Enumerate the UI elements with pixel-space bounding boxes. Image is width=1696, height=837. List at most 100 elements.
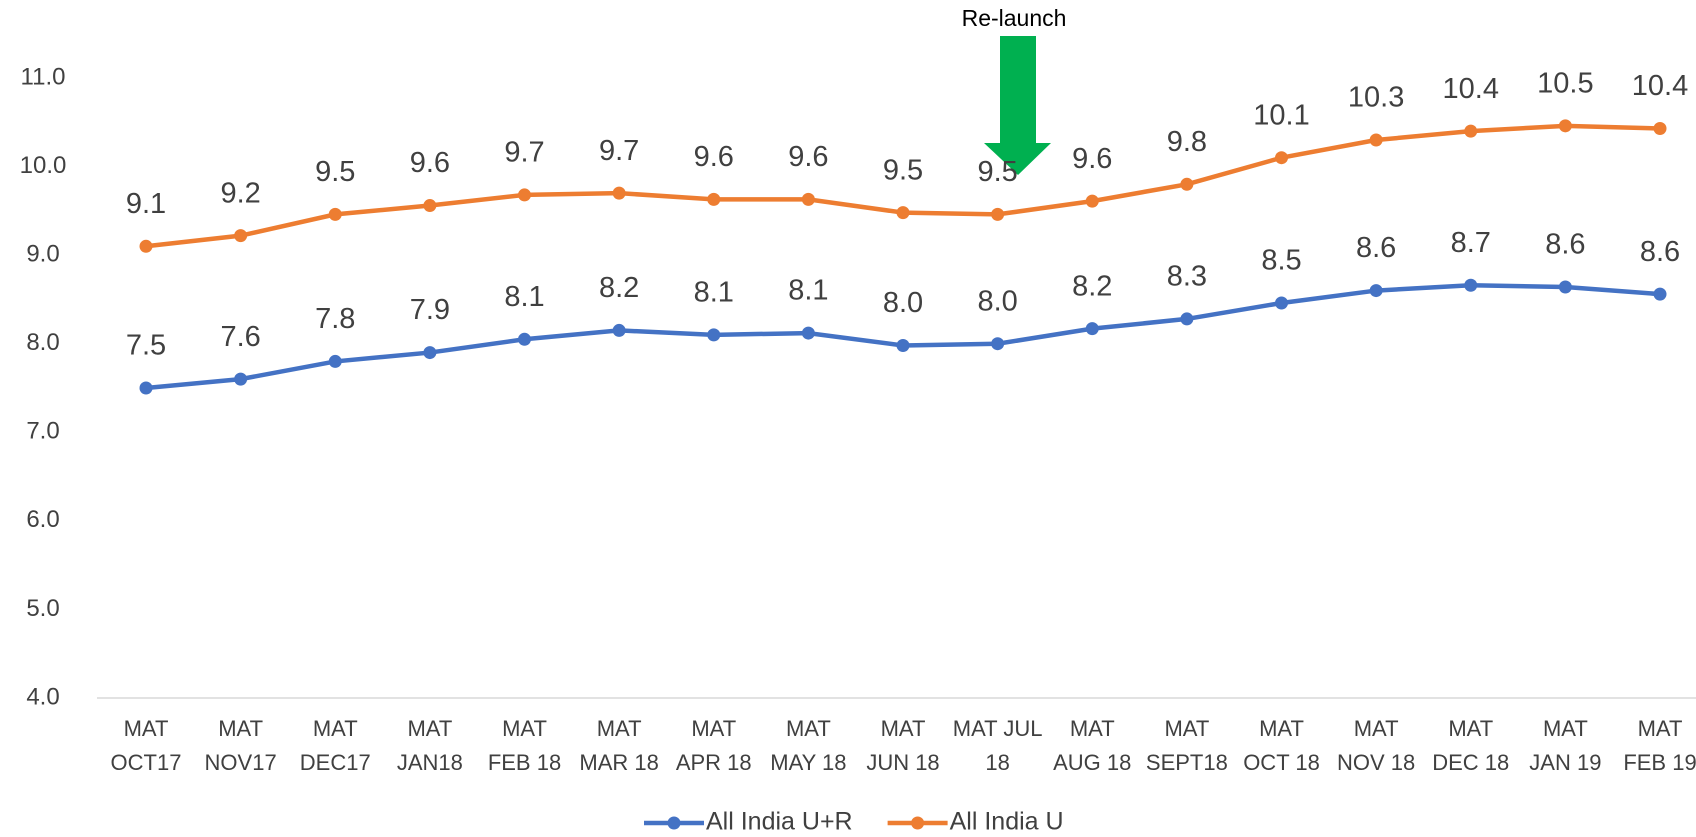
data-label: 8.1 xyxy=(788,275,828,307)
data-point xyxy=(518,188,531,202)
data-label: 9.7 xyxy=(504,137,544,169)
legend-label: All India U+R xyxy=(706,808,853,836)
x-tick-label: MAT DEC 18 xyxy=(1432,716,1509,775)
y-tick-label: 5.0 xyxy=(26,595,59,622)
data-point xyxy=(707,192,721,206)
data-point xyxy=(139,239,153,253)
data-label: 9.2 xyxy=(220,177,260,209)
x-tick-label: MAT JAN18 xyxy=(397,716,463,775)
x-tick-label: MAT MAR 18 xyxy=(579,716,658,775)
data-label: 8.3 xyxy=(1167,261,1207,293)
arrow-shaft xyxy=(1000,36,1036,146)
x-tick-label: MAT MAY 18 xyxy=(770,716,846,775)
data-label: 9.8 xyxy=(1167,126,1207,158)
x-tick-label: MAT NOV17 xyxy=(205,716,277,775)
data-label: 9.1 xyxy=(126,188,166,220)
x-tick-label: MAT OCT 18 xyxy=(1243,716,1320,775)
data-point xyxy=(1653,121,1667,135)
data-label: 8.2 xyxy=(1072,270,1112,302)
data-point xyxy=(991,337,1005,351)
data-point xyxy=(139,381,153,395)
data-label: 8.7 xyxy=(1451,227,1491,259)
x-tick-label: MAT JUL 18 xyxy=(953,716,1043,775)
data-point xyxy=(1653,287,1667,301)
data-point xyxy=(1275,151,1288,165)
data-label: 9.5 xyxy=(977,156,1017,188)
data-label: 9.6 xyxy=(694,141,734,173)
x-tick-label: MAT DEC17 xyxy=(300,716,371,775)
data-point xyxy=(1085,322,1099,336)
data-point xyxy=(612,323,626,337)
data-point xyxy=(1275,296,1288,310)
data-label: 8.2 xyxy=(599,272,639,304)
data-point xyxy=(801,326,815,340)
data-label: 10.3 xyxy=(1348,82,1404,114)
data-label: 7.9 xyxy=(410,294,450,326)
data-point xyxy=(1464,124,1478,138)
data-label: 10.1 xyxy=(1253,99,1309,131)
data-label: 8.0 xyxy=(977,285,1017,317)
data-point xyxy=(896,206,910,220)
data-label: 8.6 xyxy=(1545,229,1585,261)
annotation: Re-launch xyxy=(962,5,1067,31)
y-tick-label: 4.0 xyxy=(26,683,59,710)
data-label: 7.8 xyxy=(315,303,355,335)
data-point xyxy=(1180,177,1194,191)
y-tick-label: 7.0 xyxy=(26,418,59,445)
data-point xyxy=(991,207,1005,221)
data-label: 8.6 xyxy=(1640,236,1680,268)
data-label: 7.5 xyxy=(126,330,166,362)
y-tick-label: 10.0 xyxy=(20,152,67,179)
data-label: 8.1 xyxy=(504,281,544,313)
data-label: 10.4 xyxy=(1443,73,1499,105)
data-point xyxy=(1558,119,1572,133)
arrow-head xyxy=(984,143,1051,175)
data-point xyxy=(423,346,437,360)
data-point xyxy=(612,186,626,200)
y-tick-label: 8.0 xyxy=(26,329,59,356)
data-label: 9.6 xyxy=(788,141,828,173)
data-point xyxy=(1180,312,1194,326)
legend-label: All India U xyxy=(950,808,1064,836)
y-tick-label: 6.0 xyxy=(26,506,59,533)
y-tick-label: 9.0 xyxy=(26,240,59,267)
data-label: 9.7 xyxy=(599,135,639,167)
data-point xyxy=(1369,133,1383,147)
x-tick-label: MAT AUG 18 xyxy=(1053,716,1131,775)
data-label: 8.1 xyxy=(694,277,734,309)
data-label: 8.5 xyxy=(1261,245,1301,277)
legend-marker xyxy=(667,816,681,830)
data-label: 9.5 xyxy=(315,156,355,188)
x-tick-label: MAT FEB 18 xyxy=(488,716,561,775)
data-point xyxy=(234,229,248,243)
data-point xyxy=(234,372,248,386)
data-point xyxy=(1558,280,1572,294)
x-tick-label: MAT SEPT18 xyxy=(1146,716,1228,775)
data-label: 9.6 xyxy=(410,147,450,179)
data-point xyxy=(328,207,342,221)
data-label: 8.6 xyxy=(1356,232,1396,264)
x-tick-label: MAT OCT17 xyxy=(111,716,182,775)
legend-marker xyxy=(911,816,925,830)
y-tick-label: 11.0 xyxy=(21,63,66,90)
x-tick-label: MAT JUN 18 xyxy=(866,716,939,775)
data-point xyxy=(801,192,815,206)
data-label: 8.0 xyxy=(883,287,923,319)
data-point xyxy=(707,328,721,342)
data-label: 9.5 xyxy=(883,154,923,186)
data-point xyxy=(1369,284,1383,298)
data-label: 10.5 xyxy=(1537,67,1593,99)
data-point xyxy=(518,332,531,346)
data-point xyxy=(423,199,437,213)
data-label: 9.6 xyxy=(1072,143,1112,175)
data-point xyxy=(896,338,910,352)
data-point xyxy=(328,354,342,368)
x-tick-label: MAT NOV 18 xyxy=(1337,716,1415,775)
data-point xyxy=(1464,278,1478,292)
x-tick-label: MAT FEB 19 xyxy=(1623,716,1696,775)
x-tick-label: MAT APR 18 xyxy=(676,716,752,775)
data-point xyxy=(1085,194,1099,208)
data-label: 10.4 xyxy=(1632,70,1688,102)
data-label: 7.6 xyxy=(220,321,260,353)
